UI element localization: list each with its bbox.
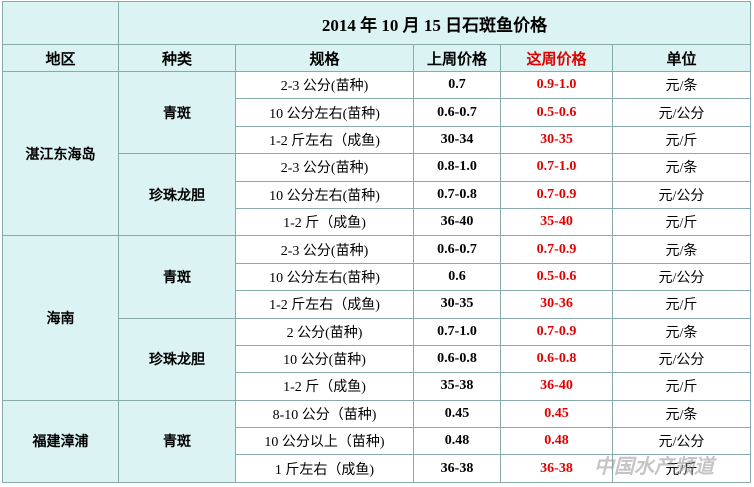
header-cell: 种类 [118, 44, 236, 72]
spec-cell: 10 公分(苗种) [235, 344, 414, 374]
spec-cell: 2 公分(苗种) [235, 317, 414, 346]
watermark: 中国水产频道 [594, 454, 714, 478]
last-week-price: 0.45 [413, 399, 501, 429]
last-week-price: 0.7-0.8 [413, 180, 501, 209]
last-week-price: 36-38 [413, 454, 501, 483]
this-week-price: 0.7-0.9 [500, 235, 613, 264]
this-week-price: 36-40 [500, 372, 613, 401]
header-cell: 地区 [2, 44, 119, 72]
region-cell: 福建漳浦 [2, 399, 119, 483]
region-cell: 湛江东海岛 [2, 70, 119, 237]
spec-cell: 1-2 斤（成鱼) [235, 207, 414, 237]
this-week-price: 35-40 [500, 207, 613, 237]
last-week-price: 30-34 [413, 125, 501, 155]
type-cell: 青斑 [118, 235, 236, 319]
this-week-price: 30-35 [500, 125, 613, 155]
last-week-price: 0.7-1.0 [413, 317, 501, 346]
type-cell: 青斑 [118, 70, 236, 155]
this-week-price: 0.7-0.9 [500, 317, 613, 346]
spec-cell: 10 公分以上（苗种) [235, 427, 414, 456]
unit-cell: 元/公分 [612, 180, 751, 209]
type-cell: 珍珠龙胆 [118, 153, 236, 237]
spec-cell: 2-3 公分(苗种) [235, 153, 414, 182]
spec-cell: 10 公分左右(苗种) [235, 98, 414, 127]
spec-cell: 1-2 斤左右（成鱼) [235, 125, 414, 155]
unit-cell: 元/条 [612, 317, 751, 346]
last-week-price: 0.6-0.7 [413, 235, 501, 264]
this-week-price: 0.5-0.6 [500, 98, 613, 127]
last-week-price: 0.48 [413, 427, 501, 456]
this-week-price: 0.45 [500, 399, 613, 429]
unit-cell: 元/斤 [612, 125, 751, 155]
spec-cell: 1-2 斤左右（成鱼) [235, 290, 414, 319]
unit-cell: 元/斤 [612, 207, 751, 237]
last-week-price: 0.6-0.7 [413, 98, 501, 127]
last-week-price: 0.6 [413, 262, 501, 292]
header-cell: 规格 [235, 44, 414, 72]
spec-cell: 10 公分左右(苗种) [235, 262, 414, 292]
unit-cell: 元/公分 [612, 262, 751, 292]
spec-cell: 2-3 公分(苗种) [235, 70, 414, 100]
last-week-price: 30-35 [413, 290, 501, 319]
this-week-price: 0.5-0.6 [500, 262, 613, 292]
last-week-price: 35-38 [413, 372, 501, 401]
this-week-price: 0.9-1.0 [500, 70, 613, 100]
header-cell: 上周价格 [413, 44, 501, 72]
this-week-price: 0.6-0.8 [500, 344, 613, 374]
spec-cell: 1-2 斤（成鱼) [235, 372, 414, 401]
last-week-price: 0.7 [413, 70, 501, 100]
unit-cell: 元/条 [612, 153, 751, 182]
last-week-price: 0.6-0.8 [413, 344, 501, 374]
this-week-price: 0.7-0.9 [500, 180, 613, 209]
spec-cell: 1 斤左右（成鱼) [235, 454, 414, 483]
last-week-price: 0.8-1.0 [413, 153, 501, 182]
unit-cell: 元/斤 [612, 290, 751, 319]
corner-cell [2, 1, 119, 45]
last-week-price: 36-40 [413, 207, 501, 237]
unit-cell: 元/公分 [612, 427, 751, 456]
unit-cell: 元/条 [612, 235, 751, 264]
header-cell: 单位 [612, 44, 751, 72]
spec-cell: 10 公分左右(苗种) [235, 180, 414, 209]
type-cell: 珍珠龙胆 [118, 317, 236, 401]
unit-cell: 元/公分 [612, 344, 751, 374]
unit-cell: 元/条 [612, 70, 751, 100]
type-cell: 青斑 [118, 399, 236, 483]
unit-cell: 元/斤 [612, 372, 751, 401]
this-week-price: 0.48 [500, 427, 613, 456]
this-week-price: 30-36 [500, 290, 613, 319]
region-cell: 海南 [2, 235, 119, 401]
unit-cell: 元/公分 [612, 98, 751, 127]
header-cell: 这周价格 [500, 44, 613, 72]
spec-cell: 8-10 公分（苗种) [235, 399, 414, 429]
unit-cell: 元/条 [612, 399, 751, 429]
spec-cell: 2-3 公分(苗种) [235, 235, 414, 264]
unit-cell: 元/斤 [612, 454, 751, 483]
table-title: 2014 年 10 月 15 日石斑鱼价格 [118, 1, 751, 45]
this-week-price: 0.7-1.0 [500, 153, 613, 182]
